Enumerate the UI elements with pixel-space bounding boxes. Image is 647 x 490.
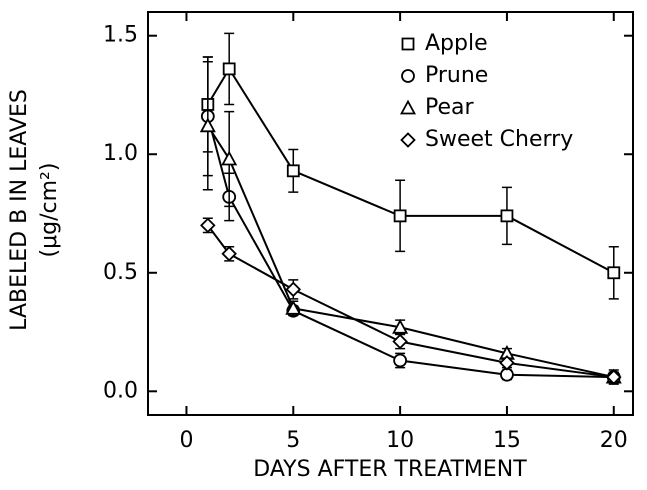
x-tick-label: 20 — [600, 428, 628, 453]
marker — [221, 150, 238, 166]
marker — [199, 117, 216, 133]
series-line — [206, 116, 614, 379]
legend-label: Sweet Cherry — [425, 127, 573, 152]
marker — [285, 281, 302, 298]
marker — [222, 62, 236, 76]
marker — [286, 164, 300, 178]
legend-marker — [401, 37, 415, 51]
y-tick-label: 1.0 — [103, 141, 138, 166]
marker — [607, 266, 621, 280]
x-tick-label: 0 — [179, 428, 193, 453]
legend-marker — [401, 69, 415, 83]
series-line — [207, 224, 614, 379]
x-tick-label: 15 — [493, 428, 521, 453]
marker — [221, 246, 237, 262]
y-tick-label: 0.5 — [103, 260, 138, 285]
x-tick-label: 10 — [386, 428, 414, 453]
marker — [392, 333, 408, 350]
series-line — [206, 125, 614, 379]
marker — [392, 318, 409, 334]
y-axis-label: (μg/cm²) — [37, 163, 62, 258]
plot-frame — [147, 11, 634, 416]
marker — [200, 217, 216, 234]
series-line — [206, 66, 615, 274]
marker — [605, 369, 622, 385]
x-axis-label: DAYS AFTER TREATMENT — [253, 457, 527, 482]
legend-label: Prune — [425, 63, 488, 88]
x-tick-label: 5 — [286, 428, 300, 453]
legend-label: Apple — [425, 31, 488, 56]
y-tick-label: 0.0 — [103, 378, 138, 403]
legend-label: Pear — [425, 95, 474, 120]
marker — [393, 353, 408, 368]
y-tick-label: 1.5 — [103, 23, 138, 48]
marker — [285, 299, 302, 315]
legend-marker — [399, 99, 417, 115]
marker — [393, 209, 407, 223]
y-axis-label: LABELED B IN LEAVES — [7, 89, 32, 331]
marker — [500, 209, 514, 223]
legend-marker — [400, 132, 416, 148]
marker — [499, 355, 515, 371]
